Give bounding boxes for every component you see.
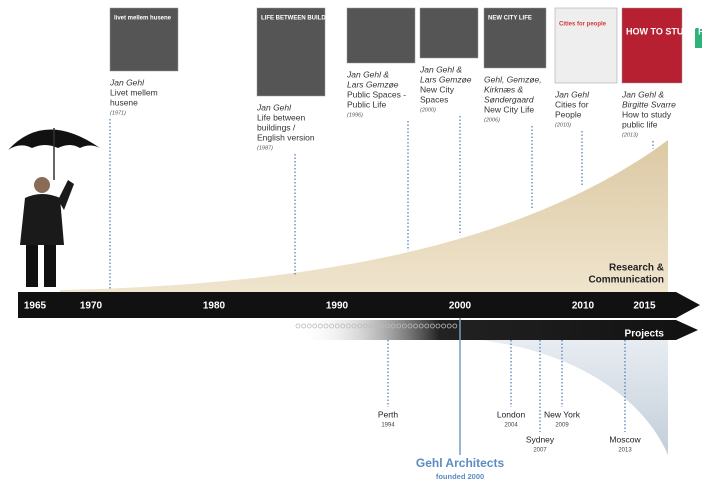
axis-year: 1990 xyxy=(326,301,349,312)
project-year: 2004 xyxy=(504,423,518,429)
book-title: Livet mellem xyxy=(110,87,158,97)
project-year: 2009 xyxy=(555,423,569,429)
book-title: New City Life xyxy=(484,104,534,114)
project-year: 2013 xyxy=(618,448,632,454)
book-year: (1987) xyxy=(257,145,273,151)
cover-title: NEW CITY LIFE xyxy=(488,16,532,22)
book-cover xyxy=(622,8,682,83)
page: Gehl timeline html, body { margin: 0; pa… xyxy=(0,0,702,490)
cover-title: livet mellem husene xyxy=(114,16,172,22)
book-title: New City xyxy=(420,84,455,94)
book-title: Spaces xyxy=(420,94,448,104)
timeline-diagram: 1965 1970 1980 1990 2000 2010 2015 Research &Co… xyxy=(0,0,702,490)
book-author: Jan Gehl xyxy=(109,77,145,87)
project-year: 2007 xyxy=(533,448,547,454)
gehl-founded: founded 2000 xyxy=(436,472,484,481)
person-with-umbrella xyxy=(8,128,100,287)
book-year: (2013) xyxy=(622,132,638,138)
project-year: 1994 xyxy=(381,423,395,429)
projects-label: Projects xyxy=(625,329,665,340)
research-label: Communication xyxy=(588,275,664,286)
research-label: Research & xyxy=(609,263,664,274)
book-year: (1971) xyxy=(110,110,126,116)
book-author: Jan Gehl & xyxy=(419,64,462,74)
project-city: London xyxy=(497,409,526,419)
cover-title: HOW TO STUDY PUBLIC LIFE xyxy=(626,26,702,36)
book-title: Public Life xyxy=(347,99,386,109)
book-title: Life between xyxy=(257,112,305,122)
gehl-name: Gehl Architects xyxy=(416,456,505,470)
book-author: Kirknæs & xyxy=(484,84,524,94)
book-year: (2006) xyxy=(484,117,500,123)
project-city: Perth xyxy=(378,409,399,419)
book-title: husene xyxy=(110,97,138,107)
axis-year: 2015 xyxy=(633,301,656,312)
cover-title: LIFE BETWEEN BUILDINGS xyxy=(261,16,340,22)
project-city: Moscow xyxy=(609,434,641,444)
book-author: Jan Gehl & xyxy=(346,69,389,79)
book-year: (1996) xyxy=(347,112,363,118)
axis-year: 1970 xyxy=(80,301,103,312)
book-author: Lars Gemzøe xyxy=(420,74,472,84)
book-author: Jan Gehl xyxy=(554,89,590,99)
book-title: Cities for xyxy=(555,99,589,109)
project-city: Sydney xyxy=(526,434,555,444)
book-title: How to study xyxy=(622,109,672,119)
book-author: Gehl, Gemzøe, xyxy=(484,74,542,84)
body: { "books": [ {"author": ["Jan Gehl"], "t… xyxy=(0,0,702,490)
book-author: Søndergaard xyxy=(484,94,534,104)
book-author: Jan Gehl & xyxy=(621,89,664,99)
book-year: (2000) xyxy=(420,107,436,113)
axis-year: 1980 xyxy=(203,301,226,312)
book-cover xyxy=(555,8,617,83)
book-title: People xyxy=(555,109,582,119)
time-axis xyxy=(18,292,700,318)
book-cover xyxy=(420,8,478,58)
axis-year: 2000 xyxy=(449,301,472,312)
book-title: English version xyxy=(257,132,315,142)
book-year: (2010) xyxy=(555,122,571,128)
book-title: Public Spaces - xyxy=(347,89,406,99)
book-cover xyxy=(347,8,415,63)
track-dot xyxy=(296,324,300,328)
research-area xyxy=(60,140,668,292)
book-author: Jan Gehl xyxy=(256,102,292,112)
book-title: buildings / xyxy=(257,122,296,132)
axis-year: 1965 xyxy=(24,301,47,312)
cover-title: Cities for people xyxy=(559,22,607,28)
project-city: New York xyxy=(544,409,581,419)
axis-year: 2010 xyxy=(572,301,595,312)
book-title: public life xyxy=(622,119,658,129)
book-author: Birgitte Svarre xyxy=(622,99,676,109)
book-author: Lars Gemzøe xyxy=(347,79,399,89)
